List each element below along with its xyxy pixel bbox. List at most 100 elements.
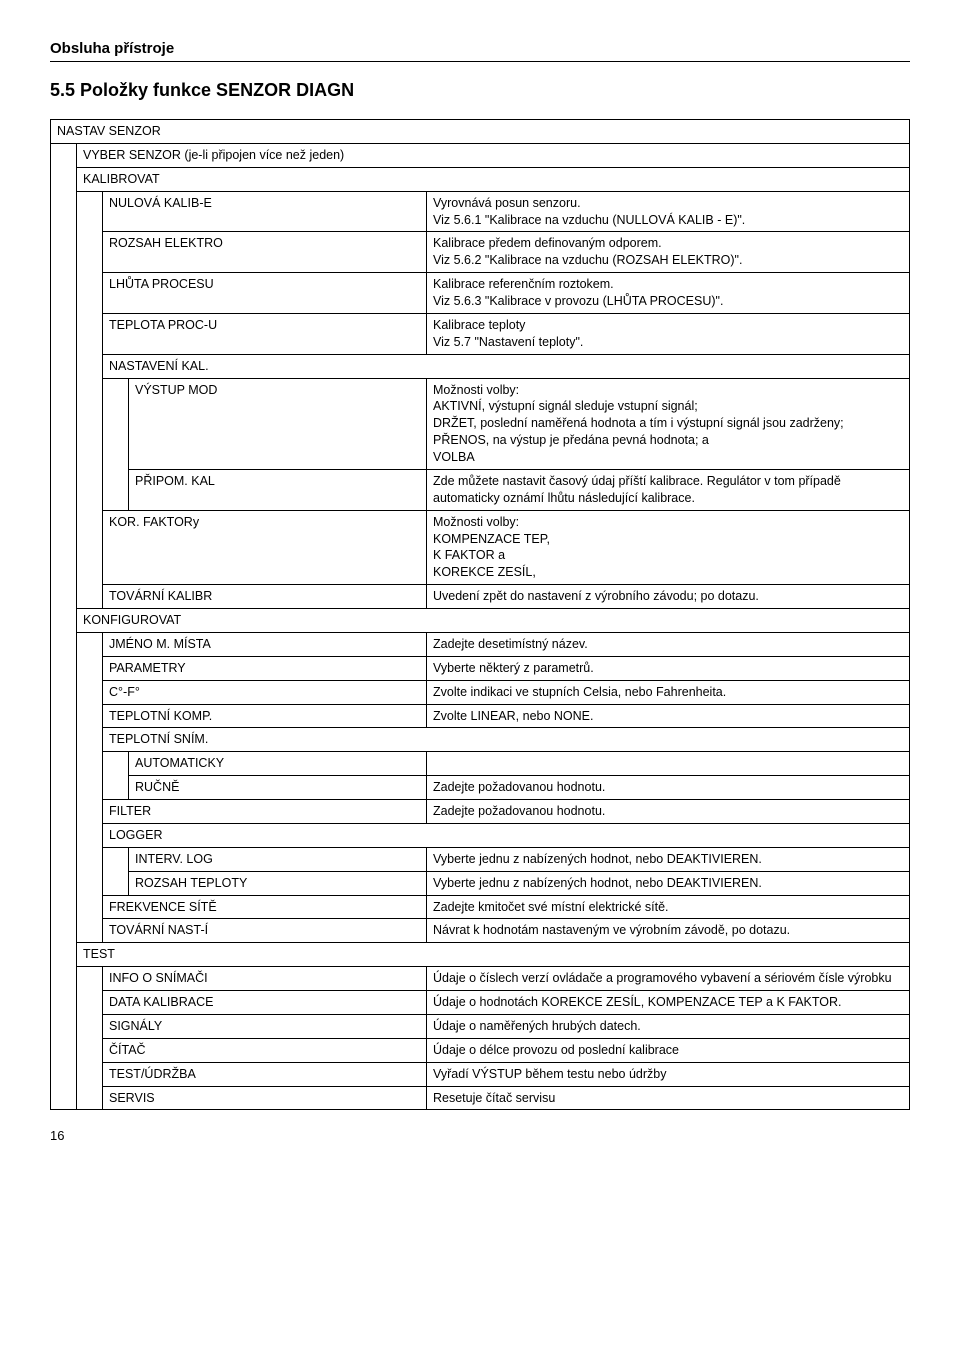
table-row: NULOVÁ KALIB-E Vyrovnává posun senzoru.V… xyxy=(51,191,910,232)
cell-desc xyxy=(427,752,910,776)
cell-desc: Údaje o naměřených hrubých datech. xyxy=(427,1014,910,1038)
indent-cell xyxy=(77,632,103,942)
cell-label: VÝSTUP MOD xyxy=(129,378,427,469)
cell-desc: Kalibrace předem definovaným odporem.Viz… xyxy=(427,232,910,273)
cell-label: TOVÁRNÍ NAST-Í xyxy=(103,919,427,943)
table-row: TEST xyxy=(51,943,910,967)
cell-desc: Vyřadí VÝSTUP během testu nebo údržby xyxy=(427,1062,910,1086)
cell-desc: Údaje o číslech verzí ovládače a program… xyxy=(427,967,910,991)
cell-kalibrovat: KALIBROVAT xyxy=(77,167,910,191)
cell-desc: Možnosti volby:AKTIVNÍ, výstupní signál … xyxy=(427,378,910,469)
page-header: Obsluha přístroje xyxy=(50,40,910,57)
table-row: TEPLOTA PROC-U Kalibrace teplotyViz 5.7 … xyxy=(51,313,910,354)
cell-logger: LOGGER xyxy=(103,823,910,847)
table-row: ROZSAH TEPLOTY Vyberte jednu z nabízenýc… xyxy=(51,871,910,895)
cell-teplotni-snim: TEPLOTNÍ SNÍM. xyxy=(103,728,910,752)
table-row: TEPLOTNÍ KOMP. Zvolte LINEAR, nebo NONE. xyxy=(51,704,910,728)
cell-desc: Zadejte požadovanou hodnotu. xyxy=(427,800,910,824)
cell-label: NULOVÁ KALIB-E xyxy=(103,191,427,232)
cell-desc: Vyberte některý z parametrů. xyxy=(427,656,910,680)
cell-test: TEST xyxy=(77,943,910,967)
table-row: LHŮTA PROCESU Kalibrace referenčním rozt… xyxy=(51,273,910,314)
cell-label: ČÍTAČ xyxy=(103,1038,427,1062)
indent-cell xyxy=(77,191,103,608)
cell-label: TEST/ÚDRŽBA xyxy=(103,1062,427,1086)
cell-desc: Vyberte jednu z nabízených hodnot, nebo … xyxy=(427,847,910,871)
indent-cell xyxy=(103,847,129,895)
page-number: 16 xyxy=(50,1128,910,1143)
table-row: TEST/ÚDRŽBA Vyřadí VÝSTUP během testu ne… xyxy=(51,1062,910,1086)
cell-desc: Vyrovnává posun senzoru.Viz 5.6.1 "Kalib… xyxy=(427,191,910,232)
cell-label: TEPLOTNÍ KOMP. xyxy=(103,704,427,728)
cell-desc: Údaje o hodnotách KOREKCE ZESÍL, KOMPENZ… xyxy=(427,991,910,1015)
cell-label: PARAMETRY xyxy=(103,656,427,680)
table-row: FILTER Zadejte požadovanou hodnotu. xyxy=(51,800,910,824)
cell-label: RUČNĚ xyxy=(129,776,427,800)
cell-vyber-senzor: VYBER SENZOR (je-li připojen více než je… xyxy=(77,143,910,167)
cell-label: C°-F° xyxy=(103,680,427,704)
cell-label: LHŮTA PROCESU xyxy=(103,273,427,314)
cell-desc: Kalibrace referenčním roztokem.Viz 5.6.3… xyxy=(427,273,910,314)
cell-desc: Resetuje čítač servisu xyxy=(427,1086,910,1110)
header-rule xyxy=(50,61,910,62)
table-row: TEPLOTNÍ SNÍM. xyxy=(51,728,910,752)
table-row: TOVÁRNÍ NAST-Í Návrat k hodnotám nastave… xyxy=(51,919,910,943)
cell-nastaveni-kal: NASTAVENÍ KAL. xyxy=(103,354,910,378)
cell-desc: Zadejte kmitočet své místní elektrické s… xyxy=(427,895,910,919)
cell-label: TEPLOTA PROC-U xyxy=(103,313,427,354)
cell-nastav-senzor: NASTAV SENZOR xyxy=(51,120,910,144)
section-title: 5.5 Položky funkce SENZOR DIAGN xyxy=(50,80,910,101)
cell-label: TOVÁRNÍ KALIBR xyxy=(103,585,427,609)
table-row: SIGNÁLY Údaje o naměřených hrubých datec… xyxy=(51,1014,910,1038)
cell-desc: Uvedení zpět do nastavení z výrobního zá… xyxy=(427,585,910,609)
table-row: JMÉNO M. MÍSTA Zadejte desetimístný náze… xyxy=(51,632,910,656)
table-row: KALIBROVAT xyxy=(51,167,910,191)
indent-cell xyxy=(51,143,77,1110)
table-row: VÝSTUP MOD Možnosti volby:AKTIVNÍ, výstu… xyxy=(51,378,910,469)
cell-label: ROZSAH ELEKTRO xyxy=(103,232,427,273)
table-row: NASTAVENÍ KAL. xyxy=(51,354,910,378)
table-row: INFO O SNÍMAČI Údaje o číslech verzí ovl… xyxy=(51,967,910,991)
table-row: C°-F° Zvolte indikaci ve stupních Celsia… xyxy=(51,680,910,704)
cell-desc: Údaje o délce provozu od poslední kalibr… xyxy=(427,1038,910,1062)
table-row: VYBER SENZOR (je-li připojen více než je… xyxy=(51,143,910,167)
table-row: AUTOMATICKY xyxy=(51,752,910,776)
cell-label: AUTOMATICKY xyxy=(129,752,427,776)
indent-cell xyxy=(103,378,129,510)
cell-desc: Zvolte LINEAR, nebo NONE. xyxy=(427,704,910,728)
indent-cell xyxy=(77,967,103,1110)
table-row: KOR. FAKTORy Možnosti volby:KOMPENZACE T… xyxy=(51,510,910,585)
cell-label: JMÉNO M. MÍSTA xyxy=(103,632,427,656)
menu-tree-table: NASTAV SENZOR VYBER SENZOR (je-li připoj… xyxy=(50,119,910,1110)
cell-konfigurovat: KONFIGUROVAT xyxy=(77,609,910,633)
table-row: TOVÁRNÍ KALIBR Uvedení zpět do nastavení… xyxy=(51,585,910,609)
cell-desc: Zadejte desetimístný název. xyxy=(427,632,910,656)
table-row: KONFIGUROVAT xyxy=(51,609,910,633)
table-row: PŘIPOM. KAL Zde můžete nastavit časový ú… xyxy=(51,469,910,510)
table-row: ČÍTAČ Údaje o délce provozu od poslední … xyxy=(51,1038,910,1062)
cell-desc: Vyberte jednu z nabízených hodnot, nebo … xyxy=(427,871,910,895)
cell-label: PŘIPOM. KAL xyxy=(129,469,427,510)
table-row: DATA KALIBRACE Údaje o hodnotách KOREKCE… xyxy=(51,991,910,1015)
cell-label: FILTER xyxy=(103,800,427,824)
table-row: INTERV. LOG Vyberte jednu z nabízených h… xyxy=(51,847,910,871)
table-row: LOGGER xyxy=(51,823,910,847)
cell-label: SIGNÁLY xyxy=(103,1014,427,1038)
cell-label: SERVIS xyxy=(103,1086,427,1110)
indent-cell xyxy=(103,752,129,800)
cell-desc: Kalibrace teplotyViz 5.7 "Nastavení tepl… xyxy=(427,313,910,354)
cell-label: FREKVENCE SÍTĚ xyxy=(103,895,427,919)
cell-desc: Zvolte indikaci ve stupních Celsia, nebo… xyxy=(427,680,910,704)
table-row: ROZSAH ELEKTRO Kalibrace předem definova… xyxy=(51,232,910,273)
cell-label: ROZSAH TEPLOTY xyxy=(129,871,427,895)
cell-label: DATA KALIBRACE xyxy=(103,991,427,1015)
cell-desc: Možnosti volby:KOMPENZACE TEP,K FAKTOR a… xyxy=(427,510,910,585)
cell-desc: Návrat k hodnotám nastaveným ve výrobním… xyxy=(427,919,910,943)
table-row: SERVIS Resetuje čítač servisu xyxy=(51,1086,910,1110)
cell-label: INFO O SNÍMAČI xyxy=(103,967,427,991)
table-row: RUČNĚ Zadejte požadovanou hodnotu. xyxy=(51,776,910,800)
table-row: FREKVENCE SÍTĚ Zadejte kmitočet své míst… xyxy=(51,895,910,919)
cell-desc: Zadejte požadovanou hodnotu. xyxy=(427,776,910,800)
table-row: PARAMETRY Vyberte některý z parametrů. xyxy=(51,656,910,680)
cell-label: KOR. FAKTORy xyxy=(103,510,427,585)
